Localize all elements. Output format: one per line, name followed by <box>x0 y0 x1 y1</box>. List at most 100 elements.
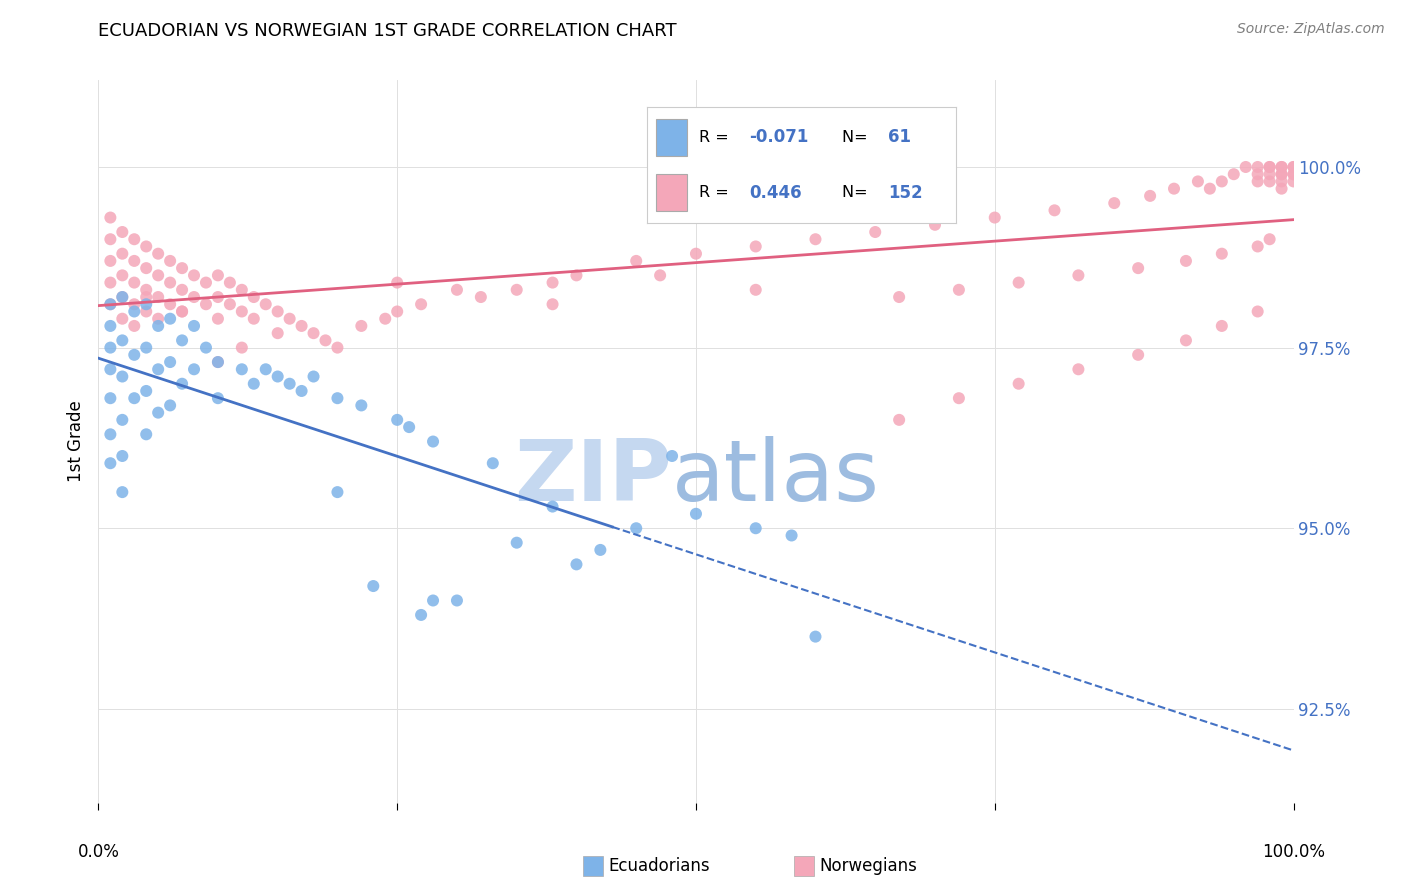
Point <box>111 485 134 500</box>
Point <box>159 399 181 413</box>
Text: 100.0%: 100.0% <box>1263 843 1324 861</box>
Point <box>231 304 253 318</box>
Text: 152: 152 <box>889 184 922 202</box>
Point <box>98 391 122 405</box>
Point <box>470 290 492 304</box>
Point <box>780 528 803 542</box>
Point <box>541 276 564 290</box>
Point <box>111 369 134 384</box>
Point <box>1282 167 1305 181</box>
Point <box>207 355 229 369</box>
Point <box>243 376 266 391</box>
Point <box>124 318 146 333</box>
Point <box>111 268 134 283</box>
Point <box>1067 268 1090 283</box>
Text: Ecuadorians: Ecuadorians <box>609 857 710 875</box>
Point <box>267 304 290 318</box>
Point <box>1247 304 1270 318</box>
Text: ECUADORIAN VS NORWEGIAN 1ST GRADE CORRELATION CHART: ECUADORIAN VS NORWEGIAN 1ST GRADE CORREL… <box>98 22 678 40</box>
Point <box>219 276 242 290</box>
Point <box>243 290 266 304</box>
FancyBboxPatch shape <box>657 174 688 211</box>
Text: 0.0%: 0.0% <box>77 843 120 861</box>
Point <box>148 268 170 283</box>
Point <box>948 283 970 297</box>
Point <box>1258 160 1281 174</box>
Point <box>745 283 768 297</box>
Point <box>385 413 409 427</box>
Point <box>1163 182 1185 196</box>
Point <box>148 406 170 420</box>
Point <box>159 297 181 311</box>
Point <box>1247 239 1270 253</box>
Text: N=: N= <box>842 129 872 145</box>
Point <box>1282 160 1305 174</box>
Point <box>267 326 290 341</box>
Point <box>363 579 385 593</box>
Point <box>1139 189 1161 203</box>
Point <box>267 369 290 384</box>
Point <box>111 290 134 304</box>
Point <box>124 232 146 246</box>
Point <box>124 254 146 268</box>
Point <box>98 341 122 355</box>
Point <box>745 521 768 535</box>
Point <box>172 376 194 391</box>
Point <box>98 297 122 311</box>
Point <box>326 485 349 500</box>
Point <box>889 413 911 427</box>
Point <box>1067 362 1090 376</box>
Point <box>135 261 157 276</box>
Point <box>385 276 409 290</box>
Point <box>506 535 529 549</box>
Point <box>231 362 253 376</box>
Point <box>1247 160 1270 174</box>
Point <box>1271 167 1294 181</box>
Point <box>565 268 588 283</box>
Point <box>350 318 373 333</box>
Point <box>1258 167 1281 181</box>
Point <box>804 232 827 246</box>
Point <box>948 391 970 405</box>
Point <box>111 290 134 304</box>
Point <box>207 290 229 304</box>
Point <box>254 362 277 376</box>
Point <box>446 283 468 297</box>
Point <box>183 268 205 283</box>
Point <box>1247 174 1270 188</box>
Point <box>1128 348 1150 362</box>
Point <box>111 334 134 348</box>
Point <box>626 254 648 268</box>
Point <box>1128 261 1150 276</box>
Point <box>291 318 314 333</box>
Point <box>231 341 253 355</box>
Point <box>1008 376 1031 391</box>
Point <box>1258 174 1281 188</box>
Point <box>315 334 337 348</box>
Point <box>685 507 707 521</box>
Text: atlas: atlas <box>672 436 880 519</box>
Point <box>172 261 194 276</box>
Point <box>195 341 218 355</box>
Point <box>111 246 134 260</box>
Point <box>1211 318 1233 333</box>
Point <box>984 211 1007 225</box>
Point <box>98 318 122 333</box>
Point <box>254 297 277 311</box>
Point <box>1282 160 1305 174</box>
Point <box>565 558 588 572</box>
Point <box>98 232 122 246</box>
Point <box>506 283 529 297</box>
Point <box>98 456 122 470</box>
Point <box>589 543 612 558</box>
Point <box>135 290 157 304</box>
Point <box>183 318 205 333</box>
Point <box>135 384 157 398</box>
Point <box>278 376 301 391</box>
Point <box>541 297 564 311</box>
Point <box>159 276 181 290</box>
Point <box>1247 167 1270 181</box>
Text: N=: N= <box>842 186 872 201</box>
Text: -0.071: -0.071 <box>749 128 808 146</box>
Point <box>98 427 122 442</box>
